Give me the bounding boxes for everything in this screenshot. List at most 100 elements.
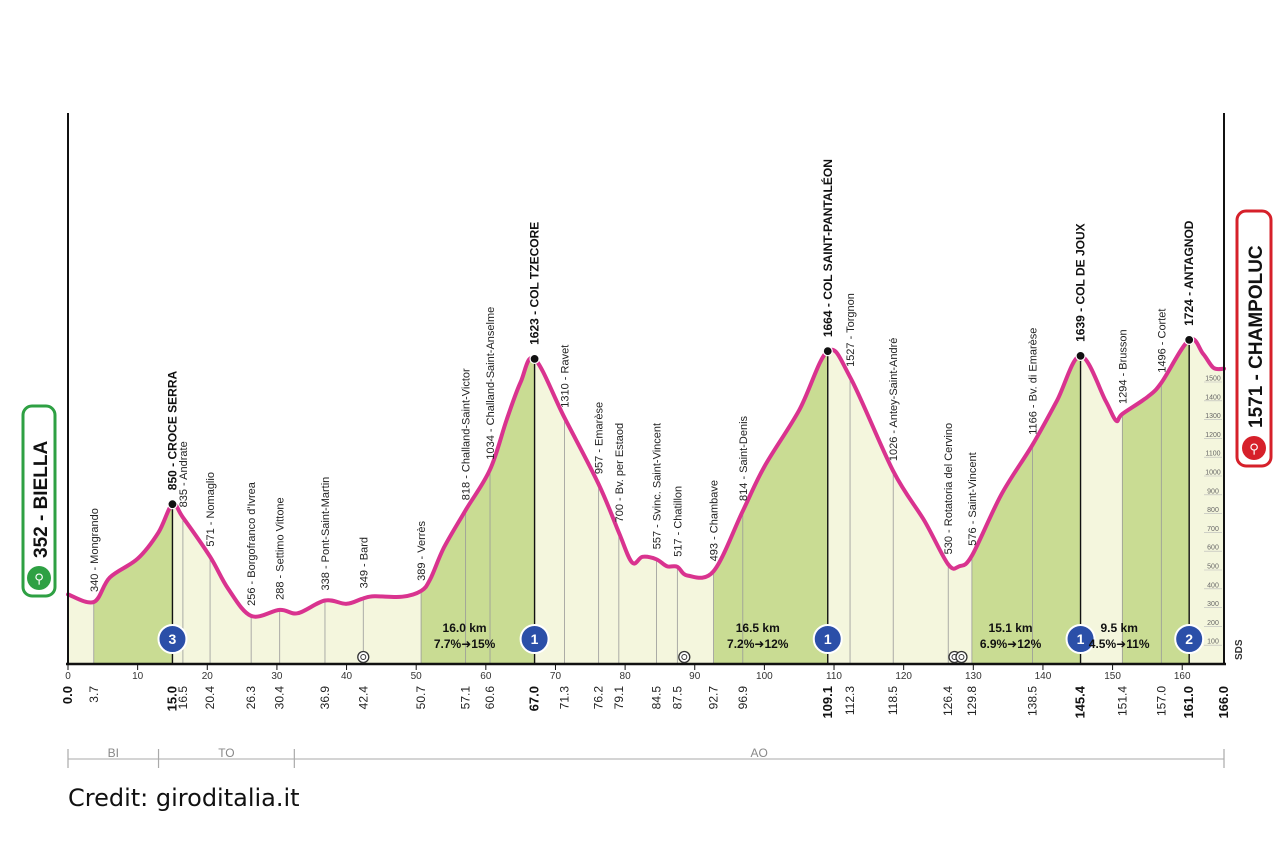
- climb-category-label: 1: [824, 631, 832, 647]
- place-label: 576 - Saint-Vincent: [967, 452, 979, 545]
- start-cyclist-badge: [27, 566, 51, 590]
- finish-cyclist-icon: ⚲: [1249, 442, 1259, 457]
- tunnel-icon: [678, 650, 691, 664]
- climb-category-badge: [812, 624, 843, 654]
- place-label: 557 - Svinc. Saint-Vincent: [651, 423, 663, 549]
- km-label: 157.0: [1154, 686, 1168, 716]
- finish-box: [1235, 209, 1273, 468]
- km-label: 145.4: [1073, 685, 1088, 718]
- place-label: 850 - CROCE SERRA: [165, 371, 179, 491]
- start-box: [21, 404, 57, 598]
- km-label: 92.7: [707, 686, 721, 710]
- altitude-tick-label: 1200: [1205, 432, 1221, 439]
- distance-tick-label: 50: [411, 671, 423, 682]
- place-label: 1639 - COL DE JOUX: [1074, 223, 1088, 342]
- km-label: 87.5: [670, 686, 684, 710]
- tunnel-icon-inner: [681, 654, 688, 660]
- elevation-profile-line: [66, 336, 1226, 619]
- place-label: 571 - Nomaglio: [205, 472, 217, 547]
- altitude-tick-label: 300: [1207, 601, 1219, 608]
- place-label: 1724 - ANTAGNOD: [1182, 220, 1196, 326]
- place-label: 835 - Andrate: [178, 441, 190, 507]
- climb-fill: [421, 338, 535, 664]
- altitude-tick-label: 1300: [1205, 413, 1221, 420]
- climb-category-label: 1: [1077, 631, 1085, 647]
- km-label: 109.1: [820, 686, 835, 719]
- climb-gradient: 6.9%➜12%: [980, 637, 1042, 651]
- km-label: 138.5: [1025, 686, 1039, 716]
- climb-category-label: 1: [531, 631, 539, 647]
- distance-tick-label: 0: [65, 671, 71, 682]
- km-label: 84.5: [649, 686, 663, 710]
- distance-tick-label: 150: [1104, 671, 1121, 682]
- place-label: 1294 - Brusson: [1117, 329, 1129, 404]
- finish-marker: 1571 - CHAMPOLUC ⚲: [1235, 209, 1273, 468]
- climb-gradient: 7.7%➜15%: [434, 637, 496, 651]
- tunnel-markers: [357, 650, 968, 664]
- distance-tick-label: 110: [826, 671, 842, 682]
- km-label: 36.9: [318, 686, 332, 710]
- km-label: 3.7: [87, 686, 101, 703]
- km-label: 57.1: [459, 686, 473, 710]
- start-cyclist-icon: ⚲: [34, 572, 44, 587]
- place-label: 1527 - Torgnon: [845, 293, 857, 367]
- climb-category-label: 2: [1185, 631, 1193, 647]
- km-label: 76.2: [592, 686, 606, 710]
- km-label: 60.6: [483, 686, 497, 710]
- climb-gradient: 7.2%➜12%: [727, 637, 789, 651]
- km-label: 16.5: [176, 686, 190, 710]
- region-label: AO: [750, 746, 767, 760]
- place-label: 349 - Bard: [358, 537, 370, 588]
- distance-labels: 0.0 3.7 15.016.5 20.4 26.3 30.4 36.9 42.4 50.7 57…: [60, 685, 1231, 718]
- altitude-tick-label: 600: [1207, 545, 1219, 552]
- tunnel-icon: [357, 650, 370, 664]
- place-label: 340 - Mongrando: [89, 508, 101, 592]
- distance-tick-label: 70: [550, 671, 562, 682]
- altitude-tick-label: 1100: [1205, 451, 1220, 458]
- km-label: 166.0: [1216, 686, 1231, 719]
- place-label: 814 - Saint-Denis: [738, 415, 750, 500]
- place-label: 1034 - Challand-Saint-Anselme: [485, 307, 497, 460]
- start-marker: 352 - BIELLA ⚲: [21, 404, 57, 598]
- profile-fill-bands: [68, 338, 1224, 664]
- place-label: 517 - Chatillon: [672, 486, 684, 557]
- finish-label: 1571 - CHAMPOLUC: [1246, 245, 1267, 428]
- place-label: 818 - Challand-Saint-Victor: [461, 368, 473, 500]
- km-label: 30.4: [273, 686, 287, 710]
- region-label: BI: [108, 746, 119, 760]
- altitude-tick-label: 700: [1207, 526, 1219, 533]
- altitude-tick-label: 400: [1207, 582, 1219, 589]
- place-label: 256 - Borgofranco d'Ivrea: [246, 481, 258, 606]
- altitude-tick-label: 1500: [1205, 376, 1221, 383]
- place-label: 389 - Verrès: [416, 520, 428, 580]
- climb-category-badge: [1174, 624, 1205, 654]
- summit-dot: [1075, 350, 1086, 361]
- km-label: 42.4: [356, 686, 370, 710]
- distance-tick-label: 160: [1174, 671, 1191, 682]
- distance-tick-label: 90: [689, 671, 701, 682]
- km-label: 126.4: [941, 686, 955, 716]
- climb-length: 16.0 km: [443, 621, 487, 635]
- altitude-tick-label: 1400: [1205, 394, 1221, 401]
- place-label: 530 - Rotatoria del Cervino: [943, 423, 955, 554]
- distance-tick-label: 100: [756, 671, 773, 682]
- place-label: 1310 - Ravet: [560, 345, 572, 408]
- km-label: 118.5: [886, 686, 900, 715]
- altitude-tick-label: 800: [1207, 507, 1219, 514]
- summit-dot: [529, 353, 540, 364]
- altitude-tick-label: 1000: [1205, 470, 1221, 477]
- place-label: 1166 - Bv. di Emarèse: [1027, 328, 1039, 435]
- climb-length: 15.1 km: [989, 621, 1033, 635]
- climb-fill: [1122, 338, 1190, 664]
- climb-length: 9.5 km: [1101, 621, 1138, 635]
- watermark: SDS: [1234, 639, 1245, 660]
- km-label: 161.0: [1181, 686, 1196, 719]
- km-label: 96.9: [736, 686, 750, 710]
- summit-markers: [167, 334, 1195, 510]
- km-label: 20.4: [203, 686, 217, 710]
- region-label: TO: [218, 746, 234, 760]
- km-label: 112.3: [843, 686, 857, 715]
- altitude-tick-label: 500: [1207, 564, 1219, 571]
